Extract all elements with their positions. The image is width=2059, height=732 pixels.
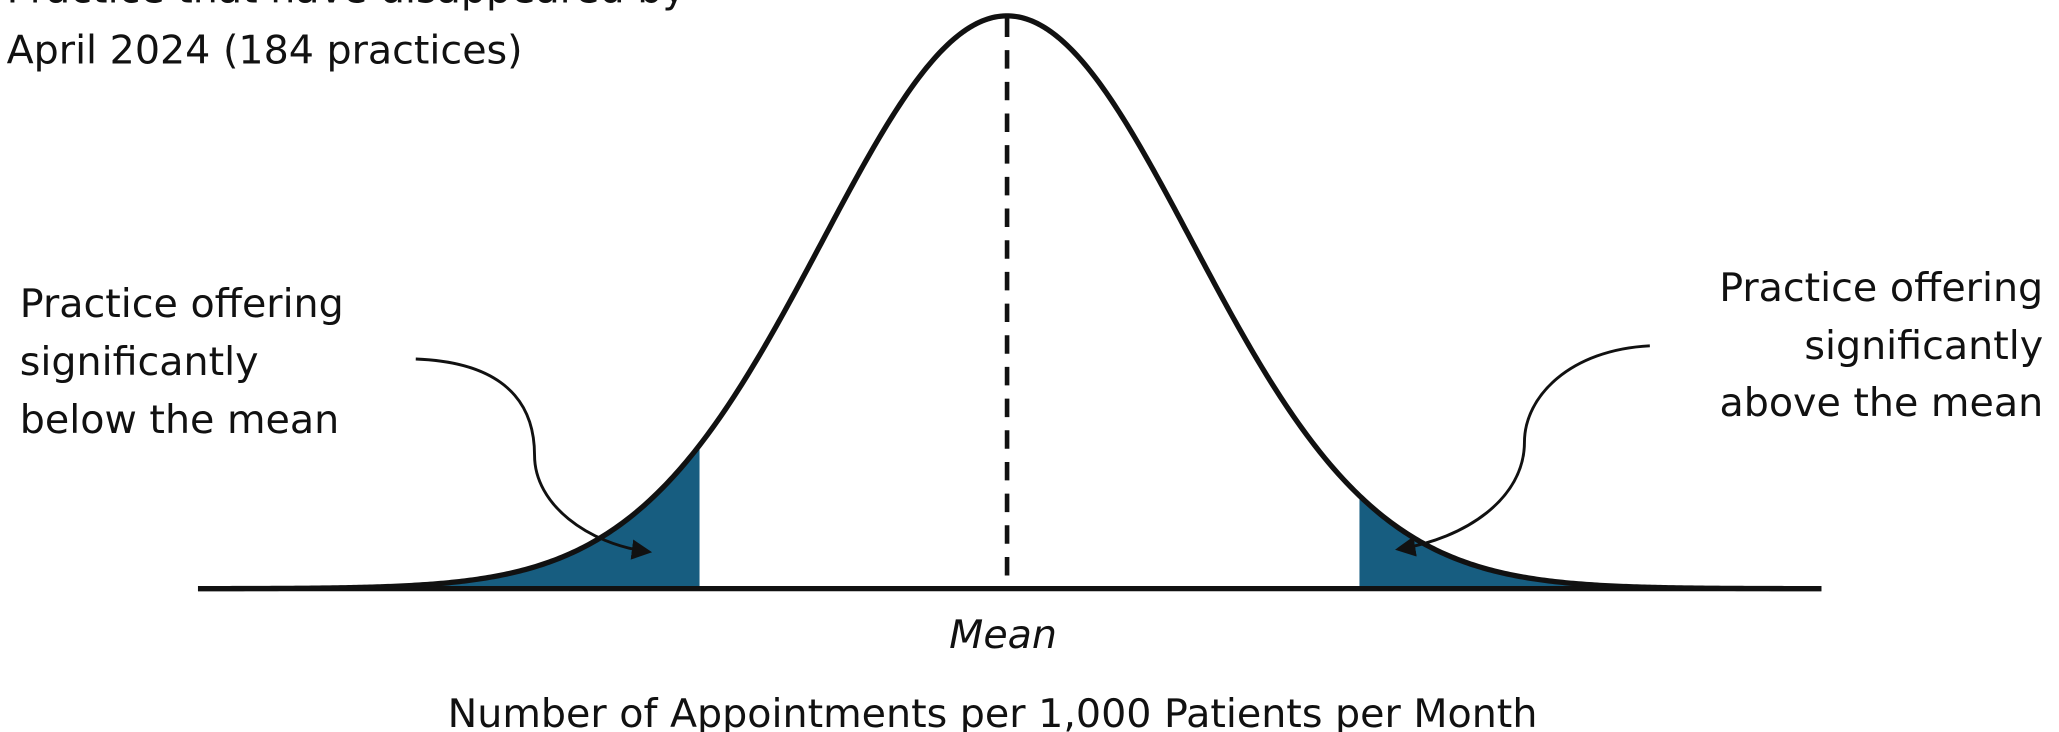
bell-curve [197, 13, 1822, 592]
right-label-line: significantly [1804, 323, 2043, 369]
top-note-line: April 2024 (184 practices) [7, 27, 523, 73]
right-label-line: above the mean [1719, 380, 2043, 426]
mean-label: Mean [949, 612, 1057, 658]
left-label-line: Practice offering [20, 281, 344, 327]
right-label-line: Practice offering [1719, 265, 2043, 311]
left-label-line: significantly [20, 339, 259, 385]
left-tail-shade [197, 445, 700, 589]
axis-label: Number of Appointments per 1,000 Patient… [448, 691, 1538, 732]
left-arrow [415, 357, 653, 560]
right-arrow [1395, 344, 1650, 557]
left-label-line: below the mean [20, 397, 339, 443]
right-tail-shade [1359, 495, 1822, 589]
top-note-line: Practice that have disappeared by [7, 0, 686, 13]
